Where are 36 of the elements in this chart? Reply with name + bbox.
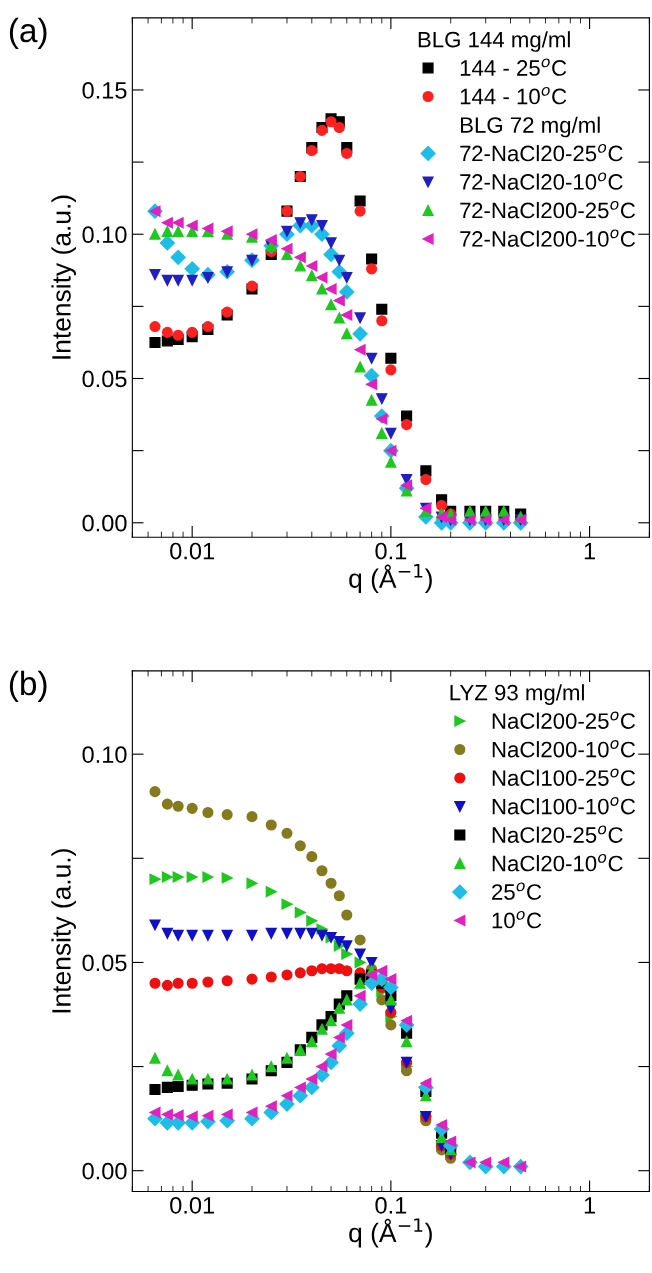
legend-label: NaCl200-10$^{o}$C (492, 739, 636, 758)
x-tick-label: 0.1 (375, 1197, 407, 1214)
x-axis-title: q (Å$^{−1}$) (349, 564, 432, 594)
legend-label: NaCl20-10$^{o}$C (492, 853, 623, 872)
legend-label: NaCl100-10$^{o}$C (492, 796, 636, 815)
legend-label: NaCl100-25$^{o}$C (492, 768, 636, 786)
legend-label: 144 - 25$^{o}$C (460, 58, 567, 76)
y-tick-label: 0.15 (82, 82, 127, 99)
legend-label: 144 - 10$^{o}$C (460, 86, 567, 105)
y-axis-title: Intensity (a.u.) (51, 849, 76, 1013)
x-tick-label: 1 (584, 1197, 595, 1214)
text: (a) (9, 17, 47, 49)
legend-label: 72-NaCl200-10$^{o}$C (460, 229, 636, 247)
legend-label: NaCl200-25$^{o}$C (492, 711, 636, 729)
legend-label: 72-NaCl200-25$^{o}$C (460, 200, 636, 219)
legend-title: LYZ 93 mg/ml (450, 684, 584, 705)
legend-label: 25$^{o}$C (492, 882, 542, 900)
x-tick-label: 0.1 (375, 542, 407, 560)
x-axis-title: q (Å$^{−1}$) (349, 1218, 432, 1248)
legend-label: NaCl20-25$^{o}$C (492, 825, 623, 843)
y-axis-title: Intensity (a.u.) (51, 195, 76, 359)
legend-title: BLG 144 mg/ml (418, 31, 570, 52)
y-tick-label: 0.05 (82, 954, 127, 972)
legend-label: 72-NaCl20-25$^{o}$C (460, 143, 623, 162)
annotation: BLG 72 mg/ml (460, 116, 600, 138)
y-tick-label: 0.05 (82, 370, 127, 388)
y-tick-label: 0.00 (82, 1162, 127, 1180)
x-tick-label: 1 (584, 542, 595, 560)
text: (b) (9, 670, 47, 702)
x-tick-label: 0.01 (170, 542, 214, 560)
x-tick-label: 0.01 (170, 1197, 214, 1214)
legend-label: 72-NaCl20-10$^{o}$C (460, 172, 623, 190)
legend-label: 10$^{o}$C (492, 910, 542, 929)
y-tick-label: 0.10 (82, 226, 127, 244)
y-tick-label: 0.10 (82, 746, 127, 763)
y-tick-label: 0.00 (82, 514, 127, 532)
